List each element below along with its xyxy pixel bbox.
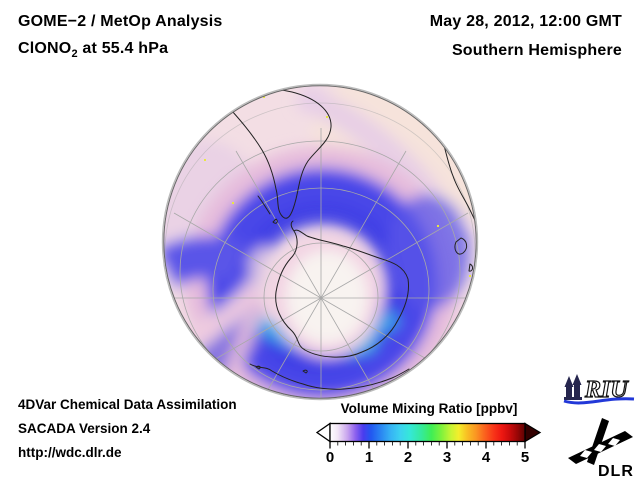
- riu-wave-icon: [563, 397, 635, 405]
- colorbar-title: Volume Mixing Ratio [ppbv]: [340, 401, 518, 416]
- colorbar-overflow-arrow: [524, 422, 542, 443]
- riu-cathedral-icon: [564, 374, 582, 400]
- footer-assimilation: 4DVar Chemical Data Assimilation: [18, 397, 237, 412]
- riu-logo: RIU: [563, 374, 635, 405]
- globe-limb: [163, 85, 477, 399]
- colorbar-tick-3: 3: [442, 449, 452, 466]
- colorbar: [315, 422, 542, 449]
- hemisphere-label: Southern Hemisphere: [451, 42, 622, 59]
- footer-version: SACADA Version 2.4: [18, 421, 151, 436]
- coastlines: [221, 88, 477, 390]
- pressure-level: at 55.4 hPa: [77, 40, 169, 57]
- dlr-wordmark: DLR: [598, 463, 634, 478]
- chem-subscript: 2: [71, 48, 78, 61]
- figure-title-line1: GOME−2 / MetOp Analysis: [18, 13, 223, 30]
- colorbar-tick-2: 2: [403, 449, 413, 466]
- colorbar-tick-4: 4: [481, 449, 491, 466]
- colorbar-tick-1: 1: [364, 449, 374, 466]
- colorbar-tick-5: 5: [520, 449, 530, 466]
- colorbar-underflow-arrow: [315, 422, 331, 443]
- dlr-logo: DLR: [568, 418, 634, 478]
- figure-title-line2: ClONO2 at 55.4 hPa: [18, 40, 168, 60]
- date-label: May 28, 2012, 12:00 GMT: [429, 13, 622, 30]
- graticule: [163, 102, 477, 399]
- globe-limb-outer: [161, 83, 479, 401]
- chem-species: ClONO: [18, 40, 72, 57]
- colorbar-ticks: [329, 441, 526, 449]
- dlr-star-icon: [568, 418, 633, 465]
- colorbar-gradient-bar: [329, 422, 526, 443]
- footer-url: http://wdc.dlr.de: [18, 445, 122, 460]
- mixing-ratio-field: [163, 85, 477, 399]
- colorbar-tick-0: 0: [325, 449, 335, 466]
